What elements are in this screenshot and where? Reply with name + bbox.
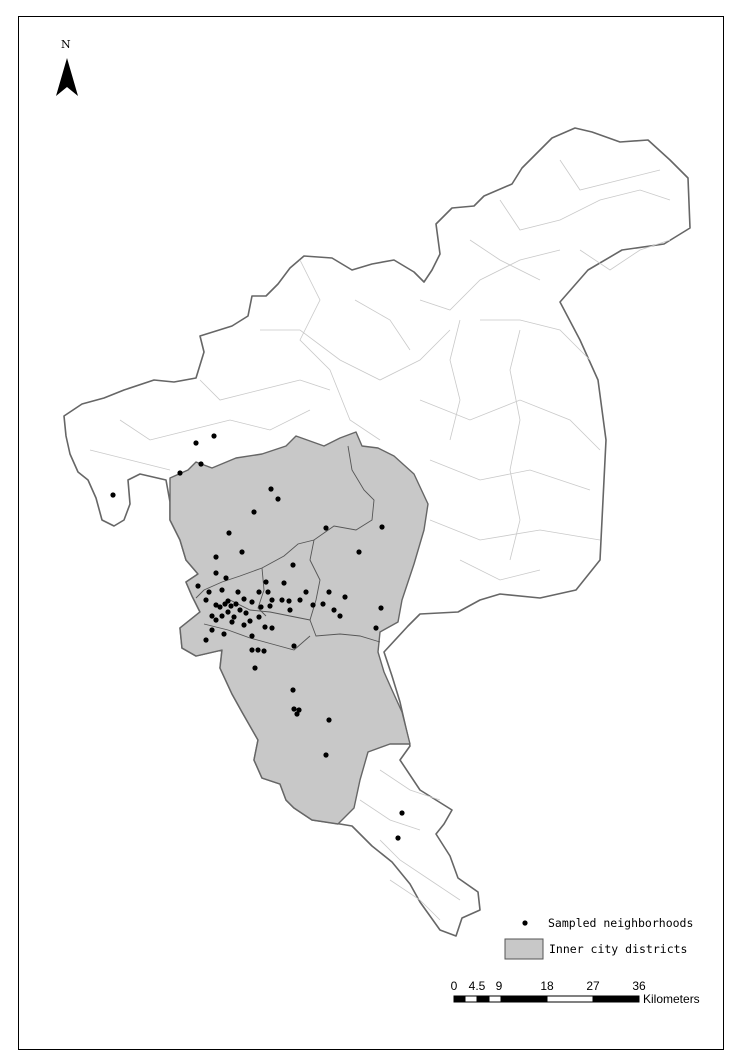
sample-point — [231, 614, 237, 620]
internal-boundaries — [89, 159, 671, 921]
sample-point — [249, 599, 255, 605]
sample-point — [233, 601, 239, 607]
sample-point — [239, 549, 245, 555]
sample-point — [206, 589, 212, 595]
sample-point — [331, 607, 337, 613]
sample-point — [256, 589, 262, 595]
sample-point — [261, 648, 267, 654]
sample-point — [225, 609, 231, 615]
sample-point — [213, 602, 219, 608]
sample-point — [219, 613, 225, 619]
sample-point — [221, 631, 227, 637]
sample-point — [195, 583, 201, 589]
sample-point — [213, 617, 219, 623]
sample-point — [252, 665, 258, 671]
sample-point — [263, 579, 269, 585]
sample-point — [241, 622, 247, 628]
sample-point — [323, 752, 329, 758]
sample-point — [303, 589, 309, 595]
sample-point — [297, 597, 303, 603]
sample-point — [291, 706, 297, 712]
north-arrow — [56, 58, 78, 96]
sample-point — [211, 433, 217, 439]
sample-point — [399, 810, 405, 816]
legend-area-swatch — [504, 938, 544, 960]
sample-point — [229, 619, 235, 625]
sample-point — [275, 496, 281, 502]
sample-point — [296, 707, 302, 713]
scale-tick-36: 36 — [632, 979, 646, 993]
sample-point — [379, 524, 385, 530]
sample-point — [203, 637, 209, 643]
sample-point — [290, 687, 296, 693]
sample-point — [287, 607, 293, 613]
sample-point — [241, 596, 247, 602]
sample-point — [269, 597, 275, 603]
sample-point — [286, 598, 292, 604]
scale-tick-4-5: 4.5 — [468, 979, 486, 993]
sample-point — [258, 604, 264, 610]
sample-point — [228, 603, 234, 609]
sample-point — [237, 607, 243, 613]
sample-point — [378, 605, 384, 611]
legend-label-inner-city: Inner city districts — [549, 942, 688, 956]
scale-bar — [453, 995, 640, 1003]
sample-point — [193, 440, 199, 446]
sample-point — [291, 643, 297, 649]
sample-point — [256, 614, 262, 620]
sample-point — [323, 525, 329, 531]
sample-point — [249, 633, 255, 639]
sample-point — [219, 587, 225, 593]
sample-point — [226, 530, 232, 536]
sample-point — [243, 610, 249, 616]
scale-unit-label: Kilometers — [643, 992, 700, 1006]
sample-point — [290, 562, 296, 568]
sample-point — [373, 625, 379, 631]
sample-point — [235, 589, 241, 595]
sample-point — [110, 492, 116, 498]
sample-point — [249, 647, 255, 653]
sample-point — [268, 486, 274, 492]
sample-point — [222, 601, 228, 607]
sample-point — [310, 602, 316, 608]
sample-point — [265, 589, 271, 595]
sample-point — [251, 509, 257, 515]
sample-point — [320, 601, 326, 607]
sample-point — [255, 647, 261, 653]
sample-point — [279, 597, 285, 603]
sample-point — [203, 597, 209, 603]
sample-point — [356, 549, 362, 555]
sample-point — [281, 580, 287, 586]
scale-tick-18: 18 — [540, 979, 554, 993]
sample-point — [395, 835, 401, 841]
sample-point — [217, 604, 223, 610]
sample-point — [213, 570, 219, 576]
sample-point — [267, 603, 273, 609]
sample-point — [209, 613, 215, 619]
north-label: N — [61, 38, 71, 51]
scale-tick-27: 27 — [586, 979, 600, 993]
sample-point — [247, 618, 253, 624]
sample-point — [337, 613, 343, 619]
sample-point — [198, 461, 204, 467]
north-arrow-icon — [56, 58, 78, 96]
legend-point-symbol — [522, 920, 528, 926]
sample-point — [326, 717, 332, 723]
sample-point — [213, 554, 219, 560]
sample-point — [342, 594, 348, 600]
district-boundaries — [195, 445, 381, 651]
sample-point — [269, 625, 275, 631]
sample-point — [209, 627, 215, 633]
sample-point — [294, 711, 300, 717]
sample-point — [262, 624, 268, 630]
legend-label-sampled: Sampled neighborhoods — [548, 916, 694, 930]
sample-point — [177, 470, 183, 476]
sample-point — [326, 589, 332, 595]
inner-city-districts — [169, 431, 429, 825]
scale-tick-9: 9 — [495, 979, 503, 993]
sample-point — [223, 575, 229, 581]
sampled-neighborhoods — [110, 433, 405, 841]
scale-tick-0: 0 — [450, 979, 458, 993]
